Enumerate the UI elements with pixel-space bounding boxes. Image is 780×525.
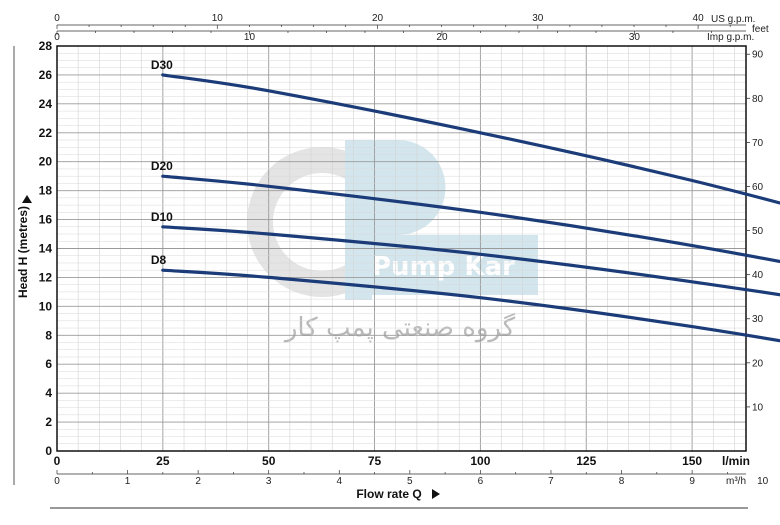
y-tick-label: 20 (39, 155, 53, 169)
feet-tick-label: 20 (752, 358, 764, 369)
feet-tick-label: 70 (752, 138, 764, 149)
series-label: D8 (151, 253, 167, 267)
unit-m3h: m³/h (726, 476, 746, 487)
x-tick-label: 100 (470, 454, 490, 468)
x-tick-label: 25 (156, 454, 170, 468)
imp-gpm-tick-label: 20 (436, 32, 448, 43)
feet-tick-label: 30 (752, 314, 764, 325)
series-label: D20 (151, 159, 173, 173)
series-label: D30 (151, 58, 173, 72)
m3h-tick-label: 3 (266, 476, 272, 487)
y-tick-label: 12 (39, 270, 53, 284)
x-tick-label: 150 (682, 454, 702, 468)
unit-imp-gpm: Imp g.p.m. (707, 32, 754, 43)
us-gpm-tick-label: 20 (372, 13, 384, 24)
imp-gpm-tick-label: 0 (54, 32, 60, 43)
us-gpm-tick-label: 10 (212, 13, 224, 24)
feet-tick-label: 60 (752, 182, 764, 193)
grid (56, 45, 746, 452)
x-tick-label: 50 (262, 454, 276, 468)
y-tick-label: 4 (45, 386, 52, 400)
watermark: Pump Kar گروه صنعتی پمپ کار (247, 140, 538, 343)
y-tick-label: 24 (39, 97, 53, 111)
imp-gpm-tick-label: 10 (244, 32, 256, 43)
x-tick-label: 75 (368, 454, 382, 468)
y-tick-label: 18 (39, 184, 53, 198)
plot-border (56, 45, 747, 452)
y-tick-label: 0 (45, 444, 52, 458)
m3h-tick-label: 1 (125, 476, 131, 487)
m3h-tick-label: 10 (757, 476, 769, 487)
y-tick-label: 28 (39, 39, 53, 53)
unit-l-min: l/min (722, 454, 750, 468)
m3h-tick-label: 2 (195, 476, 201, 487)
plot-frame (56, 24, 750, 475)
curves: D30 D20 D10 D8 (151, 58, 780, 343)
us-gpm-tick-label: 30 (532, 13, 544, 24)
m3h-tick-label: 6 (478, 476, 484, 487)
y-axis-arrow-icon (22, 195, 32, 203)
y-tick-label: 22 (39, 126, 53, 140)
feet-tick-label: 90 (752, 50, 764, 61)
curve-d10 (161, 225, 780, 297)
y-tick-label: 8 (45, 328, 52, 342)
unit-us-gpm: US g.p.m. (711, 14, 755, 25)
y-tick-label: 16 (39, 213, 53, 227)
m3h-tick-label: 7 (548, 476, 554, 487)
us-gpm-tick-label: 40 (693, 13, 705, 24)
y-tick-label: 10 (39, 299, 53, 313)
tick-labels: 0246810121416182022242628102030405060708… (39, 13, 769, 487)
y-axis-title: Head H (metres) (16, 206, 30, 298)
m3h-tick-label: 4 (336, 476, 342, 487)
m3h-tick-label: 9 (689, 476, 695, 487)
series-label: D10 (151, 210, 173, 224)
m3h-tick-label: 0 (54, 476, 60, 487)
us-gpm-tick-label: 0 (54, 13, 60, 24)
x-axis-title: Flow rate Q (356, 487, 421, 501)
y-tick-label: 6 (45, 357, 52, 371)
watermark-persian: گروه صنعتی پمپ کار (283, 312, 516, 343)
feet-tick-label: 50 (752, 226, 764, 237)
feet-tick-label: 40 (752, 270, 764, 281)
curve-d20 (161, 174, 780, 264)
m3h-tick-label: 8 (619, 476, 625, 487)
y-tick-label: 2 (45, 415, 52, 429)
feet-tick-label: 80 (752, 94, 764, 105)
y-tick-label: 14 (39, 242, 53, 256)
y-tick-label: 26 (39, 68, 53, 82)
x-axis-arrow-icon (432, 489, 440, 499)
curve-d8 (161, 268, 780, 343)
x-tick-label: 125 (576, 454, 596, 468)
x-tick-label: 0 (54, 454, 61, 468)
feet-tick-label: 10 (752, 402, 764, 413)
curve-d30 (161, 73, 780, 205)
imp-gpm-tick-label: 30 (629, 32, 641, 43)
m3h-tick-label: 5 (407, 476, 413, 487)
unit-feet: feet (752, 24, 769, 35)
